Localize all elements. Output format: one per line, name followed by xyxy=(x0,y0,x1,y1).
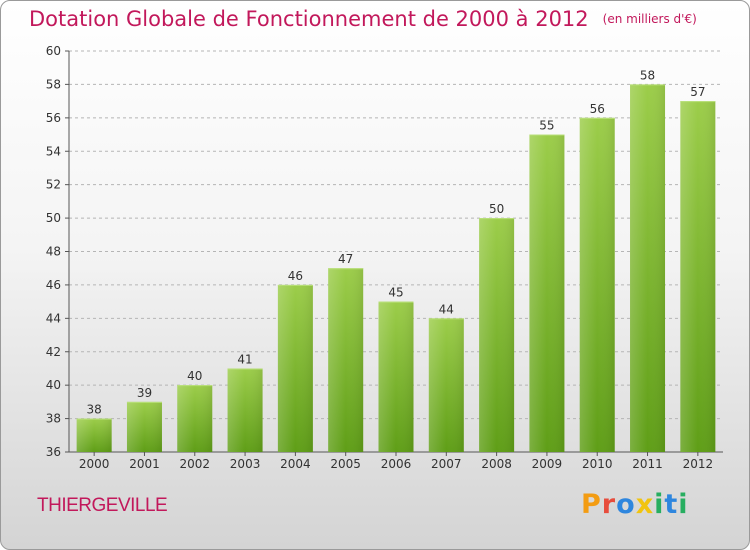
logo-letter: i xyxy=(654,489,665,520)
bar-shade xyxy=(630,84,666,453)
bar-shade xyxy=(277,284,313,452)
bar-shade xyxy=(126,401,162,452)
bar-shade xyxy=(177,385,213,452)
x-tick-label: 2010 xyxy=(582,457,613,471)
bar-value-label: 38 xyxy=(87,403,102,417)
x-tick-label: 2003 xyxy=(230,457,261,471)
chart-title-text: Dotation Globale de Fonctionnement de 20… xyxy=(29,7,589,31)
y-tick-label: 52 xyxy=(46,178,61,192)
x-tick-label: 2005 xyxy=(330,457,361,471)
bar-value-label: 47 xyxy=(338,252,353,266)
y-tick-label: 50 xyxy=(46,211,61,225)
y-tick-label: 44 xyxy=(46,311,61,325)
x-tick-label: 2000 xyxy=(79,457,110,471)
bar-shade xyxy=(428,318,464,452)
y-tick-label: 58 xyxy=(46,77,61,91)
bar-value-label: 45 xyxy=(388,286,403,300)
x-tick-label: 2006 xyxy=(381,457,412,471)
bar-value-label: 44 xyxy=(439,302,454,316)
x-tick-label: 2004 xyxy=(280,457,311,471)
y-tick-label: 60 xyxy=(46,44,61,58)
chart-subtitle: (en milliers d'€) xyxy=(602,12,697,26)
bar-value-label: 50 xyxy=(489,202,504,216)
y-tick-label: 38 xyxy=(46,412,61,426)
x-tick-label: 2011 xyxy=(632,457,663,471)
y-tick-label: 42 xyxy=(46,345,61,359)
bar-shade xyxy=(328,268,364,452)
bar-shade xyxy=(680,101,716,452)
bar-shade xyxy=(378,301,414,452)
x-tick-label: 2001 xyxy=(129,457,160,471)
logo-letter: P xyxy=(581,489,602,520)
bar-shade xyxy=(227,368,263,452)
bar-value-label: 46 xyxy=(288,269,303,283)
bars xyxy=(76,84,716,453)
bar-shade xyxy=(579,117,615,452)
x-tick-label: 2002 xyxy=(179,457,210,471)
bar-value-label: 58 xyxy=(640,68,655,82)
y-tick-label: 36 xyxy=(46,445,61,459)
x-tick-label: 2012 xyxy=(683,457,714,471)
y-tick-label: 56 xyxy=(46,111,61,125)
y-tick-label: 40 xyxy=(46,378,61,392)
logo-letter: r xyxy=(601,489,617,520)
bar-shade xyxy=(479,218,515,452)
bar-value-label: 41 xyxy=(237,352,252,366)
bar-value-label: 57 xyxy=(690,85,705,99)
logo-letter: x xyxy=(635,489,655,520)
bar-value-label: 56 xyxy=(590,102,605,116)
labels: 36 38 40 42 44 46 48 50 52 54 56 58 60 38 2000 39 2001 40… xyxy=(46,44,713,471)
bar-shade xyxy=(76,418,112,452)
x-tick-label: 2009 xyxy=(532,457,563,471)
bar-shade xyxy=(529,134,565,452)
y-tick-label: 48 xyxy=(46,245,61,259)
commune-name: THIERGEVILLE xyxy=(37,495,168,516)
x-tick-label: 2008 xyxy=(481,457,512,471)
y-tick-label: 46 xyxy=(46,278,61,292)
bar-value-label: 40 xyxy=(187,369,202,383)
logo-letter: t xyxy=(664,489,679,520)
logo-letter: i xyxy=(678,489,689,520)
logo-letter: o xyxy=(616,489,636,520)
y-tick-label: 54 xyxy=(46,144,61,158)
proxiti-logo: Proxiti xyxy=(581,489,689,520)
bar-value-label: 55 xyxy=(539,119,554,133)
x-tick-label: 2007 xyxy=(431,457,462,471)
bar-value-label: 39 xyxy=(137,386,152,400)
chart-title: Dotation Globale de Fonctionnement de 20… xyxy=(29,7,697,31)
